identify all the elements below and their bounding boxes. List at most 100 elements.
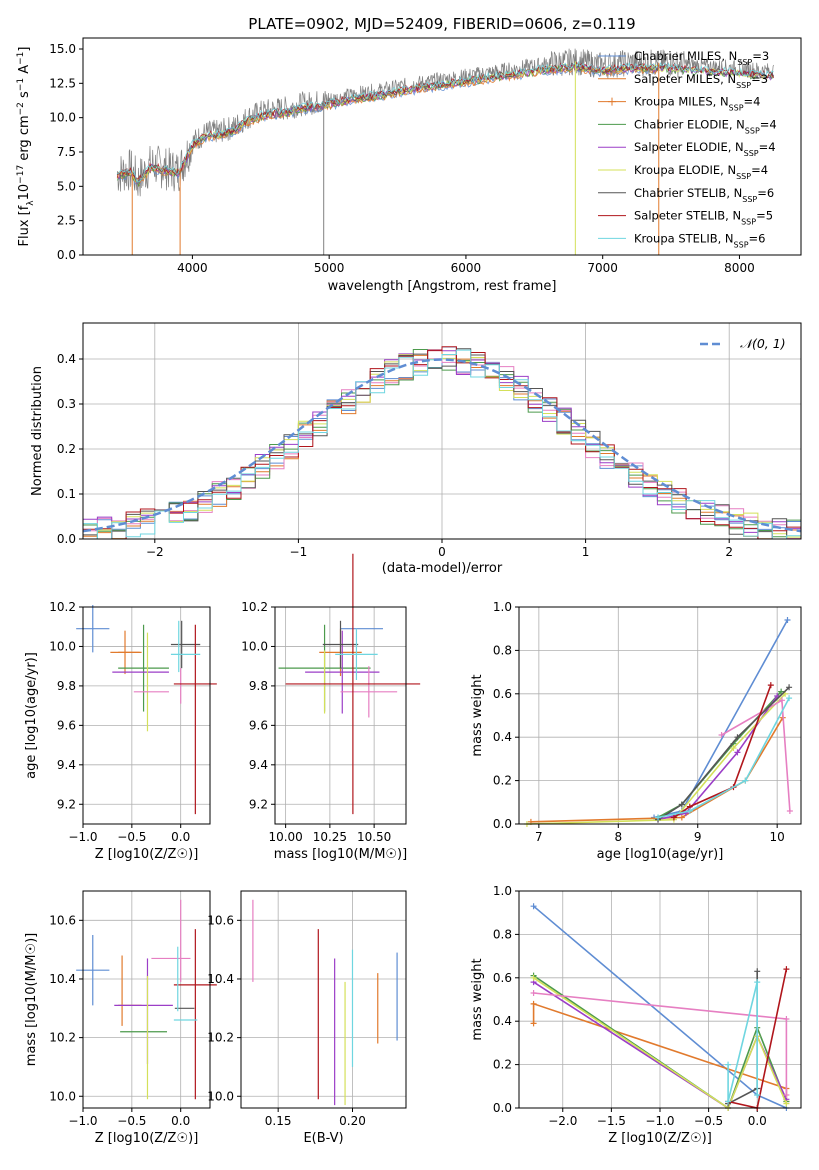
histogram-kroupa-stelib [83, 349, 801, 539]
legend-label: Chabrier MILES, NSSP=3 [634, 49, 769, 67]
y-tick-label: 0.1 [57, 487, 76, 501]
axes-frame [518, 890, 802, 1109]
y-tick-label: 10.4 [49, 972, 76, 986]
panel-ebv-mass: 0.15 0.20 10.0 10.2 10.4 10.6 E(B-V) [207, 890, 407, 1146]
weight-marker [678, 801, 685, 808]
x-tick-label: −1.0 [68, 1114, 97, 1128]
x-tick-label: −0.5 [117, 1114, 146, 1128]
weight-marker [734, 749, 741, 756]
x-axis-label: (data-model)/error [382, 561, 503, 576]
weight-marker [734, 734, 741, 741]
weight-marker [784, 617, 791, 624]
x-axis-label: wavelength [Angstrom, rest frame] [328, 279, 557, 294]
x-tick-label: 10.50 [357, 830, 391, 844]
x-axis-label: Z [log10(Z/Z☉)] [95, 1131, 199, 1146]
weight-marker [778, 688, 785, 695]
weight-marker [725, 1061, 732, 1068]
legend: Chabrier MILES, NSSP=3 Salpeter MILES, NS… [598, 49, 777, 249]
weight-marker [754, 979, 761, 986]
y-tick-label: 10.2 [241, 600, 268, 614]
weight-marker [778, 697, 785, 704]
y-tick-label: 0.4 [57, 352, 76, 366]
weight-marker [786, 695, 793, 702]
legend-label: Kroupa STELIB, NSSP=6 [634, 231, 765, 249]
panel-z-mass: −1.0 −0.5 0.0 10.0 10.2 10.4 10.6 Z [log10(Z/Z☉… [24, 890, 217, 1146]
axes-frame [518, 606, 802, 825]
y-tick-label: 0.0 [57, 248, 76, 262]
x-axis-label: mass [log10(M/M☉)] [274, 847, 407, 862]
weight-marker [686, 807, 693, 814]
weight-line [526, 693, 786, 825]
weight-line [727, 981, 759, 1102]
weight-marker [786, 807, 793, 814]
x-tick-label: 0.0 [171, 830, 190, 844]
weight-marker [786, 684, 793, 691]
axes-frame [82, 37, 802, 256]
weight-marker [783, 1091, 790, 1098]
y-axis-label: mass [log10(M/M☉)] [24, 933, 39, 1066]
y-tick-label: 10.2 [207, 1031, 234, 1045]
y-axis-label: Flux [fλ10−17 erg cm−2 s−1 A−1] [16, 47, 36, 247]
histograms [83, 346, 801, 539]
x-tick-label: 10.00 [268, 830, 302, 844]
x-tick-label: 5000 [314, 261, 345, 275]
y-tick-label: 10.4 [207, 972, 234, 986]
y-tick-label: 2.5 [57, 214, 76, 228]
y-tick-label: 9.6 [249, 718, 268, 732]
y-tick-label: 1.0 [493, 600, 512, 614]
histogram-salpeter-stelib [83, 346, 801, 539]
weight-marker [530, 1000, 537, 1007]
y-tick-label: 9.2 [249, 797, 268, 811]
y-tick-label: 10.0 [49, 639, 76, 653]
age-weight-lines [523, 617, 793, 827]
y-axis-label: mass weight [470, 674, 485, 756]
y-tick-label: 0.2 [493, 774, 512, 788]
observed-spectrum-line [116, 48, 774, 197]
x-tick-label: −2 [146, 545, 164, 559]
weight-marker [783, 1100, 790, 1107]
normal-curve [83, 358, 801, 533]
y-tick-label: 9.8 [57, 679, 76, 693]
y-tick-label: 10.6 [207, 913, 234, 927]
axes-frame [82, 322, 802, 540]
weight-marker [530, 903, 537, 910]
weight-marker [678, 814, 685, 821]
x-axis-label: age [log10(age/yr)] [597, 847, 724, 862]
x-tick-label: 0.0 [748, 1114, 767, 1128]
weight-line [653, 619, 789, 819]
legend-label: Kroupa ELODIE, NSSP=4 [634, 163, 768, 181]
weight-marker [670, 814, 677, 821]
x-tick-label: 8 [614, 830, 622, 844]
weight-line [657, 686, 790, 821]
y-tick-label: 0.4 [493, 730, 512, 744]
x-axis-label: Z [log10(Z/Z☉)] [95, 847, 199, 862]
legend-label: 𝒩(0, 1) [740, 336, 786, 351]
x-tick-label: −1.0 [645, 1114, 674, 1128]
axes-frame [240, 890, 407, 1109]
weight-marker [655, 814, 662, 821]
panel-residuals: −2 −1 0 1 2 0.0 0.1 0.2 0.3 0.4 (data-model)/error… [30, 322, 802, 576]
weight-marker [754, 1091, 761, 1098]
x-tick-label: −2.0 [548, 1114, 577, 1128]
x-tick-label: −0.5 [117, 830, 146, 844]
weight-marker [530, 1020, 537, 1027]
weight-marker [754, 968, 761, 975]
x-tick-label: −1.0 [68, 830, 97, 844]
y-axis-label: Normed distribution [30, 366, 45, 496]
y-tick-label: 0.4 [493, 1014, 512, 1028]
legend-label: Chabrier ELODIE, NSSP=4 [634, 117, 777, 135]
y-tick-label: 0.2 [57, 442, 76, 456]
y-tick-label: 10.2 [49, 1031, 76, 1045]
y-tick-label: 10.2 [49, 600, 76, 614]
x-tick-label: 0.0 [171, 1114, 190, 1128]
x-tick-label: −0.5 [694, 1114, 723, 1128]
weight-marker [530, 989, 537, 996]
y-axis-label: mass weight [470, 958, 485, 1040]
model-spectrum-kroupa-stelib [117, 60, 774, 183]
y-tick-label: 10.6 [49, 913, 76, 927]
weight-line [530, 717, 784, 823]
y-tick-label: 5.0 [57, 179, 76, 193]
y-tick-label: 9.6 [57, 718, 76, 732]
ebv-mass-crosses [252, 899, 398, 1106]
y-tick-label: 7.5 [57, 145, 76, 159]
